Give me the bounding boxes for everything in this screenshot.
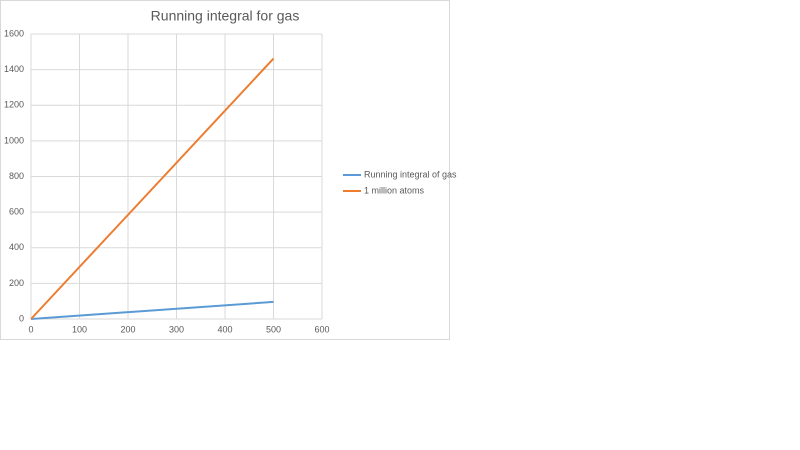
x-tick-label: 400 <box>217 324 232 334</box>
y-tick-label: 200 <box>9 278 24 288</box>
x-tick-label: 100 <box>72 324 87 334</box>
x-tick-label: 500 <box>266 324 281 334</box>
y-tick-label: 1000 <box>4 135 24 145</box>
y-tick-label: 800 <box>9 171 24 181</box>
y-tick-label: 1200 <box>4 100 24 110</box>
series-line <box>30 300 274 320</box>
chart-title: Running integral for gas <box>151 8 300 24</box>
y-tick-label: 400 <box>9 242 24 252</box>
x-tick-label: 600 <box>314 324 329 334</box>
y-tick-label: 600 <box>9 207 24 217</box>
y-tick-label: 1600 <box>4 28 24 38</box>
y-tick-label: 1400 <box>4 64 24 74</box>
x-tick-label: 300 <box>169 324 184 334</box>
x-tick-label: 200 <box>120 324 135 334</box>
legend-label: 1 million atoms <box>364 185 425 195</box>
x-tick-label: 0 <box>28 324 33 334</box>
legend-label: Running integral of gas <box>364 169 457 179</box>
series-line <box>30 57 275 320</box>
y-tick-label: 0 <box>19 313 24 323</box>
